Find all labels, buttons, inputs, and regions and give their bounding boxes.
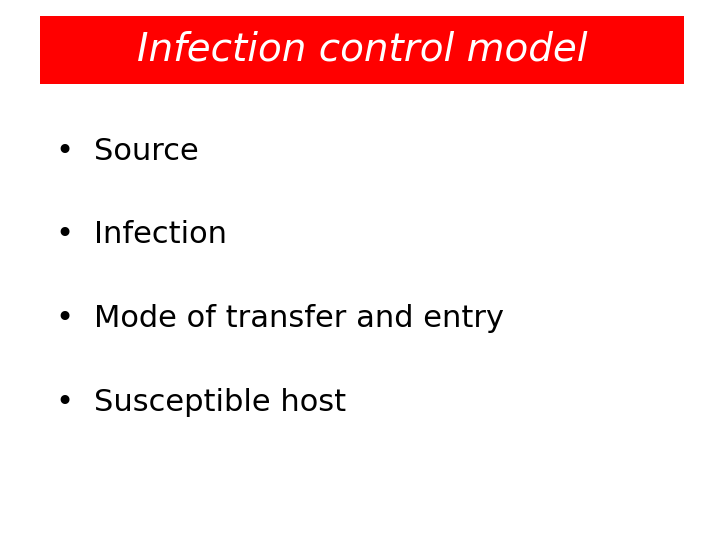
Text: •: • bbox=[55, 304, 74, 333]
Text: •: • bbox=[55, 137, 74, 166]
Text: Source: Source bbox=[94, 137, 198, 166]
Text: Infection control model: Infection control model bbox=[137, 31, 587, 69]
Text: Mode of transfer and entry: Mode of transfer and entry bbox=[94, 304, 503, 333]
Text: •: • bbox=[55, 220, 74, 249]
Text: Susceptible host: Susceptible host bbox=[94, 388, 346, 417]
Bar bbox=[40, 16, 684, 84]
Text: Infection: Infection bbox=[94, 220, 227, 249]
Text: •: • bbox=[55, 388, 74, 417]
